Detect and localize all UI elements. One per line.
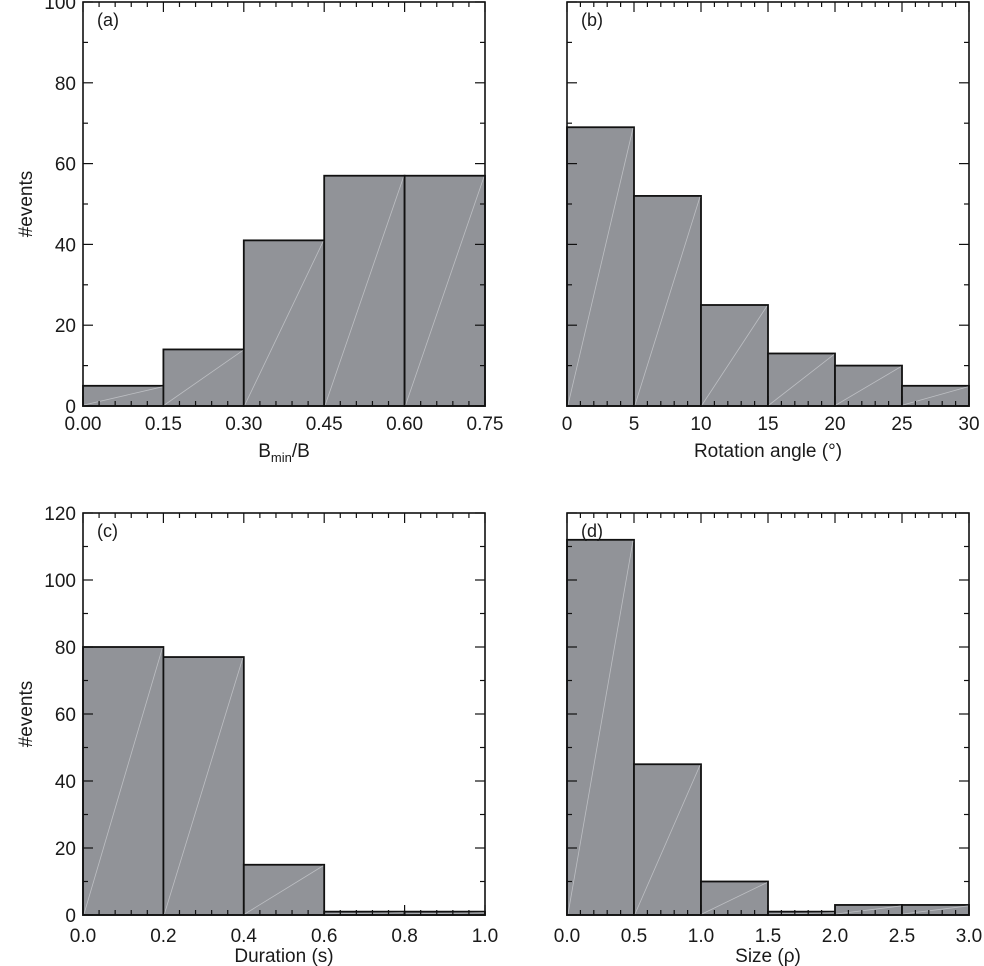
x-tick-label: 0.45 [306,414,343,435]
bar-diagonal [324,176,404,406]
y-tick-label: 100 [44,571,76,592]
bar-diagonal [244,241,324,406]
x-tick-label: 0 [562,414,573,435]
x-axis-label: Size (ρ) [735,946,801,966]
x-tick-label: 0.00 [65,414,102,435]
bar-diagonal [902,386,969,406]
y-tick-label: 60 [55,155,76,176]
bar-diagonal [768,912,835,915]
x-tick-label: 0.8 [391,926,417,947]
bar-diagonal [83,647,163,915]
x-axis-label: Duration (s) [234,946,333,966]
bar-diagonal [634,196,701,406]
y-tick-label: 100 [44,0,76,14]
y-tick-label: 80 [55,74,76,95]
x-tick-label: 0.15 [145,414,182,435]
x-tick-label: 0.5 [621,926,647,947]
x-tick-label: 1.5 [755,926,781,947]
y-tick-label: 0 [65,906,76,927]
bar-diagonal [701,305,768,406]
panel-b: 0 5 10 15 20 25 30 (b) Rotation angle (°) [562,1,980,462]
x-tick-label: 10 [690,414,711,435]
x-tick-label: 0.0 [554,926,580,947]
panel-label: (c) [97,521,118,541]
x-tick-label: 0.2 [150,926,176,947]
y-tick-label: 20 [55,316,76,337]
panel-label: (d) [581,521,603,541]
x-tick-label: 25 [891,414,912,435]
bar-diagonal [634,765,701,915]
bar-diagonal [83,386,163,406]
bar-diagonal [835,905,902,915]
x-axis-label: Rotation angle (°) [694,441,842,462]
y-tick-label: 40 [55,235,76,256]
panel-c: 0.0 0.2 0.4 0.6 0.8 1.0 0 20 40 60 80 100 120 (c) Dura… [16,504,498,966]
x-tick-label: 0.4 [231,926,258,947]
x-tick-label: 1.0 [472,926,498,947]
x-tick-label: 0.75 [467,414,504,435]
y-tick-label: 0 [65,397,76,418]
bar-diagonal [405,912,485,915]
bar-diagonal [244,865,324,915]
x-tick-label: 2.0 [822,926,848,947]
panel-label: (a) [97,10,119,30]
panel-label: (b) [581,10,603,30]
x-tick-label: 15 [757,414,778,435]
bar-diagonal [325,912,404,915]
x-tick-label: 0.30 [225,414,262,435]
bar-diagonal [768,354,835,406]
x-tick-label: 5 [629,414,640,435]
bar-diagonal [701,882,768,915]
bar-diagonal [567,540,634,915]
panel-d: 0.0 0.5 1.0 1.5 2.0 2.5 3.0 (d) Size (ρ) [554,512,982,966]
x-tick-label: 2.5 [889,926,915,947]
bar-diagonal [164,657,244,915]
x-axis-label: Bmin/B [258,441,310,465]
bar-diagonal [164,350,244,406]
x-tick-label: 1.0 [688,926,714,947]
x-tick-label: 0.60 [386,414,423,435]
bar-diagonal [835,366,902,406]
x-tick-label: 0.6 [311,926,337,947]
y-axis-label: #events [16,171,37,238]
bar-diagonal [567,128,634,406]
x-tick-label: 0.0 [70,926,96,947]
y-tick-label: 20 [55,839,76,860]
y-tick-label: 80 [55,638,76,659]
panel-a: 0.00 0.15 0.30 0.45 0.60 0.75 0 20 40 60 80 100 (a) B… [16,0,503,465]
x-tick-label: 30 [958,414,979,435]
x-tick-label: 20 [824,414,845,435]
y-tick-label: 40 [55,772,76,793]
bar-diagonal [902,905,969,915]
y-axis-label: #events [16,681,37,748]
y-tick-label: 120 [44,504,76,525]
x-tick-label: 3.0 [956,926,982,947]
y-tick-label: 60 [55,705,76,726]
bar-diagonal [405,176,485,406]
